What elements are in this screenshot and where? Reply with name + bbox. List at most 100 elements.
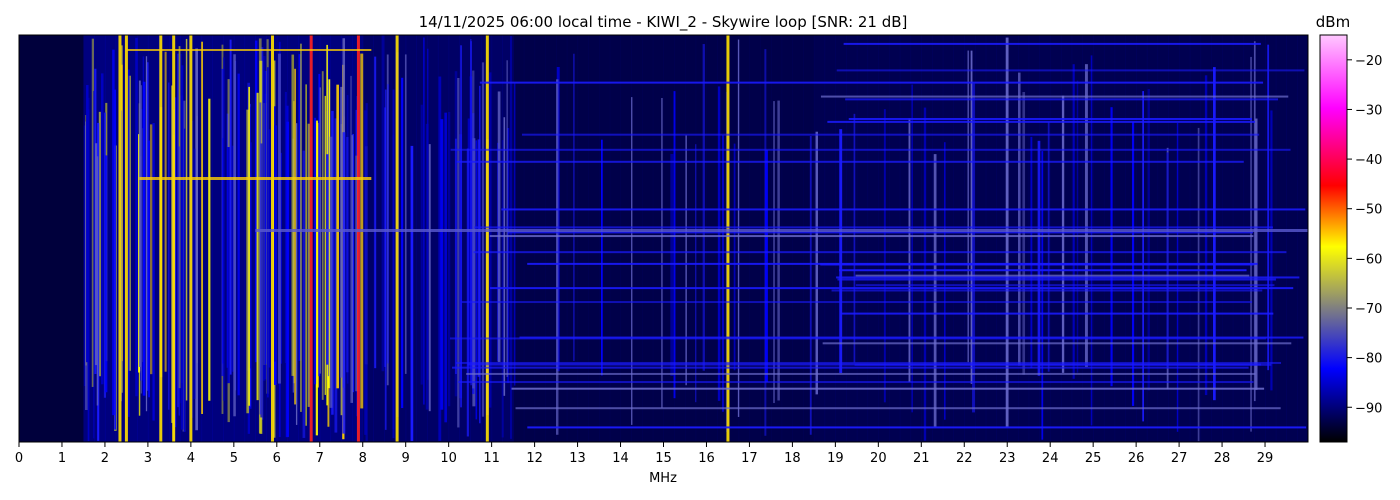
signal-trace [138, 80, 141, 367]
signal-trace [248, 86, 251, 406]
x-tick-label: 28 [1214, 451, 1231, 466]
signal-trace [514, 83, 516, 386]
x-tick-label: 5 [230, 451, 238, 466]
x-tick-label: 24 [1042, 451, 1059, 466]
noise-band [964, 35, 976, 442]
noise-band [642, 35, 654, 442]
signal-trace [277, 53, 281, 384]
noise-band [1103, 35, 1116, 442]
noise-band [899, 35, 912, 442]
carrier-trace [271, 35, 275, 442]
signal-trace [765, 149, 768, 382]
noise-band [104, 35, 117, 442]
colorbar-tick-label: −80 [1355, 352, 1382, 367]
signal-trace [298, 54, 302, 361]
signal-trace [685, 135, 687, 386]
signal-trace [104, 155, 108, 393]
signal-trace [702, 44, 705, 371]
signal-trace [142, 81, 146, 396]
signal-trace [673, 91, 676, 399]
noise-band [1286, 35, 1298, 442]
signal-trace [1047, 121, 1050, 372]
signal-trace [140, 85, 142, 394]
interference-band [456, 361, 1282, 364]
signal-trace [149, 124, 153, 375]
signal-trace [112, 49, 115, 416]
x-tick-label: 14 [612, 451, 629, 466]
noise-band [1039, 35, 1051, 442]
noise-band [631, 35, 643, 442]
signal-trace [481, 62, 485, 417]
signal-trace [1270, 110, 1273, 391]
signal-trace [923, 107, 927, 441]
signal-trace [193, 148, 196, 399]
interference-band [452, 366, 1249, 369]
x-tick-label: 20 [870, 451, 887, 466]
signal-trace [364, 110, 367, 435]
signal-trace [145, 56, 148, 412]
signal-trace [95, 143, 98, 366]
signal-trace [246, 109, 250, 414]
noise-band [985, 35, 997, 442]
signal-trace [972, 83, 975, 413]
x-tick-label: 7 [316, 451, 324, 466]
signal-trace [98, 111, 101, 377]
signal-trace [227, 147, 230, 384]
signal-trace [91, 38, 94, 387]
x-tick-label: 4 [187, 451, 195, 466]
signal-trace [401, 77, 404, 409]
noise-band [384, 35, 396, 442]
carrier-trace [726, 35, 730, 442]
interference-band [836, 276, 1300, 279]
signal-trace [384, 89, 387, 430]
noise-band [158, 35, 170, 442]
x-tick-label: 15 [655, 451, 672, 466]
noise-band [749, 35, 761, 442]
signal-trace [631, 97, 633, 425]
interference-band [490, 287, 1294, 290]
signal-trace [967, 50, 969, 363]
signal-trace [1255, 118, 1258, 390]
noise-band [1243, 35, 1255, 442]
signal-trace [475, 140, 478, 420]
noise-band [126, 35, 138, 442]
signal-trace [717, 86, 721, 401]
signal-trace [733, 143, 736, 371]
noise-band [448, 35, 460, 442]
noise-band [792, 35, 804, 442]
colorbar-tick-label: −70 [1355, 302, 1382, 317]
carrier-trace [395, 35, 399, 442]
signal-trace [164, 51, 167, 372]
signal-trace [477, 139, 481, 377]
noise-band [910, 35, 922, 442]
noise-band [674, 35, 686, 442]
interference-band [840, 312, 1274, 315]
signal-trace [221, 68, 224, 376]
interference-band [507, 231, 1254, 234]
noise-band [1114, 35, 1126, 442]
signal-trace [171, 85, 173, 423]
signal-trace [231, 145, 234, 372]
interference-band [474, 226, 1273, 229]
noise-band [921, 35, 933, 442]
interference-band [527, 262, 1258, 265]
noise-band [996, 35, 1008, 442]
interference-band [519, 336, 1304, 339]
noise-band [588, 35, 600, 442]
signal-trace [259, 102, 262, 415]
signal-trace [324, 95, 326, 395]
signal-trace [254, 40, 258, 363]
interference-band [843, 42, 1261, 45]
noise-band [394, 35, 407, 442]
signal-trace [295, 123, 298, 425]
noise-band [1275, 35, 1288, 442]
signal-trace [336, 84, 339, 389]
signal-trace [128, 75, 131, 371]
interference-band [479, 81, 1264, 84]
noise-band [373, 35, 385, 442]
signal-trace [286, 121, 290, 437]
noise-band [1050, 35, 1062, 442]
signal-trace [83, 125, 86, 387]
signal-trace [1147, 89, 1150, 391]
